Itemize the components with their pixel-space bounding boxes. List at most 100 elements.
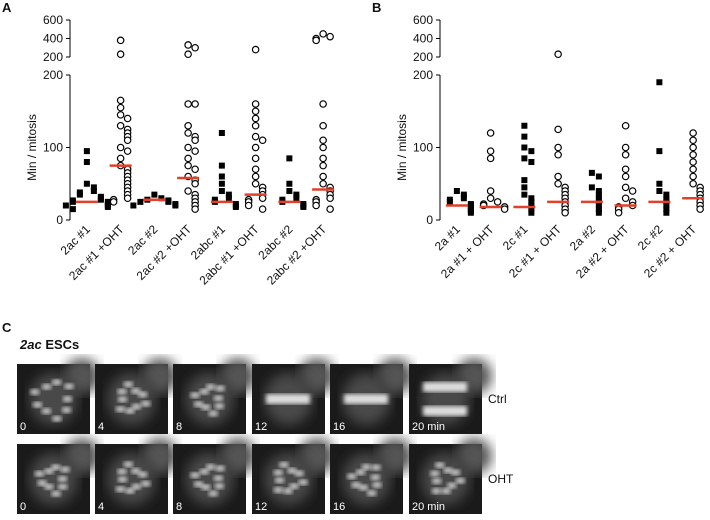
data-point xyxy=(521,184,528,191)
chromatin xyxy=(370,474,381,481)
chromatin xyxy=(200,484,211,491)
chromatin xyxy=(213,475,224,482)
data-point xyxy=(689,158,697,166)
data-point xyxy=(218,162,225,169)
cell-body xyxy=(107,453,156,505)
data-point xyxy=(137,198,144,205)
data-point xyxy=(521,122,528,129)
chromatin xyxy=(423,406,467,416)
data-point xyxy=(521,177,528,184)
data-point xyxy=(595,195,602,202)
data-point xyxy=(528,198,535,205)
data-point xyxy=(460,191,467,198)
x-tick-label: 2a #1 xyxy=(432,222,463,253)
chromatin xyxy=(431,487,442,494)
chromatin xyxy=(208,490,219,497)
data-point xyxy=(656,180,663,187)
cell-body xyxy=(29,453,78,505)
data-point xyxy=(319,161,327,170)
chromatin xyxy=(429,470,440,477)
chromatin xyxy=(57,483,68,490)
data-point xyxy=(286,180,293,187)
chromatin xyxy=(455,477,466,484)
data-point xyxy=(486,187,495,195)
data-point xyxy=(251,132,260,141)
data-point xyxy=(521,155,528,162)
data-point xyxy=(116,121,125,130)
row-label: Ctrl xyxy=(488,392,507,406)
micrograph xyxy=(17,358,100,434)
chromatin xyxy=(41,383,52,390)
cell-body xyxy=(421,373,470,425)
data-point xyxy=(97,196,104,203)
data-point xyxy=(689,150,697,159)
data-point xyxy=(621,194,630,203)
data-point xyxy=(258,136,267,145)
data-point xyxy=(446,198,453,205)
micrograph xyxy=(173,438,256,514)
y-tick-label: 400 xyxy=(413,32,433,46)
time-label: 16 xyxy=(333,501,345,513)
panel-title: 2ac ESCs xyxy=(19,337,79,352)
chromatin xyxy=(29,388,40,395)
data-point xyxy=(521,191,528,198)
data-point xyxy=(123,114,132,123)
chromatin xyxy=(117,396,128,403)
data-point xyxy=(69,198,76,205)
x-tick-label: 2c #2 xyxy=(635,222,666,253)
data-point xyxy=(116,111,125,119)
time-label: 12 xyxy=(255,501,267,513)
chromatin xyxy=(61,406,72,413)
data-point xyxy=(528,202,535,209)
chromatin xyxy=(57,476,68,482)
y-tick-label: 200 xyxy=(43,50,63,64)
chromatin xyxy=(344,394,388,404)
data-point xyxy=(595,202,602,209)
data-point xyxy=(326,32,334,41)
chromatin xyxy=(117,388,128,395)
micrograph xyxy=(409,438,492,514)
chromatin xyxy=(124,407,135,414)
data-point xyxy=(689,129,697,137)
data-point xyxy=(319,179,327,188)
data-point xyxy=(319,121,327,130)
chromatin xyxy=(205,464,216,471)
data-point xyxy=(528,159,535,165)
data-point xyxy=(467,209,474,216)
data-point xyxy=(184,50,192,59)
chromatin xyxy=(117,476,128,483)
data-point xyxy=(218,180,225,187)
y-tick-label: 600 xyxy=(413,13,433,27)
data-point xyxy=(621,165,630,174)
chromatin xyxy=(200,404,211,411)
chromatin xyxy=(346,473,357,480)
chromatin xyxy=(278,461,289,468)
chromatin xyxy=(273,487,284,494)
chromatin xyxy=(273,469,284,476)
chromatin xyxy=(137,391,148,398)
micrograph xyxy=(173,358,256,434)
data-point xyxy=(486,194,495,203)
chromatin xyxy=(130,388,141,395)
chromatin xyxy=(199,468,210,475)
micrograph xyxy=(95,438,178,514)
data-point xyxy=(521,144,528,151)
data-point xyxy=(460,195,467,202)
chromatin xyxy=(298,479,309,486)
panel-letter: C xyxy=(2,320,12,335)
data-point xyxy=(184,121,192,130)
data-point xyxy=(453,188,460,194)
data-point xyxy=(172,202,179,209)
chromatin xyxy=(44,468,55,475)
chromatin xyxy=(51,379,62,386)
data-point xyxy=(76,191,83,198)
chromatin xyxy=(51,415,62,422)
data-point xyxy=(184,143,192,152)
chromatin xyxy=(62,396,73,402)
time-label: 20 min xyxy=(412,501,445,513)
micrograph xyxy=(17,438,100,514)
chromatin xyxy=(355,469,366,476)
y-tick-label: 200 xyxy=(43,68,63,82)
chromatin xyxy=(361,464,372,471)
chromatin xyxy=(358,484,369,491)
